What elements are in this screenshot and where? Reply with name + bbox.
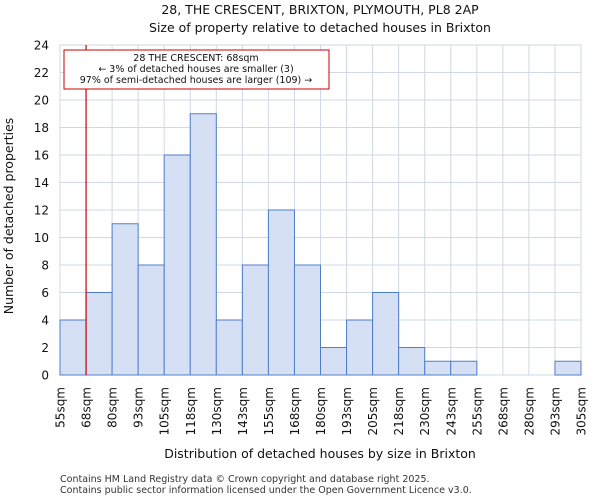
x-tick-label: 130sqm [210,387,224,435]
chart-subtitle: Size of property relative to detached ho… [149,20,491,35]
bars [59,113,582,376]
x-tick-labels: 55sqm 68sqm 80sqm 93sqm 105sqm 118sqm 130sqm 14… [54,387,589,435]
histogram-bar [346,319,374,376]
x-tick-label: 255sqm [470,387,484,435]
y-tick-label: 4 [41,314,49,328]
y-tick-label: 22 [34,66,49,80]
x-tick-label: 80sqm [106,387,120,428]
histogram-bar [267,209,295,376]
y-tick-label: 2 [41,341,49,355]
x-axis-label: Distribution of detached houses by size … [164,446,476,461]
histogram-bar [137,264,165,376]
y-axis-label: Number of detached properties [1,118,16,315]
annotation-line-3: 97% of semi-detached houses are larger (… [80,75,313,86]
histogram-bar [450,360,478,376]
histogram-bar [85,292,113,376]
x-tick-label: 218sqm [392,387,406,435]
x-tick-label: 205sqm [366,387,380,435]
chart-title: 28, THE CRESCENT, BRIXTON, PLYMOUTH, PL8… [161,2,479,17]
y-tick-label: 6 [41,286,49,300]
histogram-bar [189,113,217,376]
histogram-bar [59,319,87,376]
x-tick-label: 243sqm [444,387,458,435]
y-tick-label: 10 [34,231,49,245]
y-tick-label: 14 [34,176,49,190]
histogram-bar [554,360,582,376]
y-tick-label: 24 [34,39,49,53]
histogram-bar [163,154,191,376]
x-tick-label: 180sqm [314,387,328,435]
histogram-bar [293,264,322,376]
x-tick-label: 68sqm [80,387,94,428]
y-tick-label: 8 [41,259,49,273]
y-tick-label: 20 [34,94,49,108]
y-tick-label: 0 [41,369,49,383]
y-tick-label: 12 [34,204,49,218]
x-tick-label: 268sqm [496,387,510,435]
annotation-line-2: ← 3% of detached houses are smaller (3) [98,64,293,75]
x-tick-label: 155sqm [262,387,276,435]
x-tick-label: 118sqm [184,387,198,435]
x-tick-label: 230sqm [418,387,432,435]
histogram-bar [398,347,426,376]
y-tick-label: 16 [34,149,49,163]
x-tick-label: 168sqm [288,387,302,435]
x-tick-label: 55sqm [54,387,68,428]
histogram-bar [424,360,452,376]
histogram-bar [241,264,269,376]
x-tick-label: 105sqm [158,387,172,435]
histogram-bar [320,347,348,376]
x-tick-label: 143sqm [236,387,250,435]
x-tick-label: 280sqm [522,387,536,435]
annotation-border [63,49,330,90]
histogram-bar [111,223,139,376]
annotation-line-1: 28 THE CRESCENT: 68sqm [133,53,258,64]
x-tick-label: 193sqm [340,387,354,435]
footer-line-2: Contains public sector information licen… [60,485,472,496]
x-tick-label: 93sqm [132,387,146,428]
x-tick-label: 293sqm [548,387,562,435]
x-tick-label: 305sqm [575,387,589,435]
footer-line-1: Contains HM Land Registry data © Crown c… [60,474,430,485]
histogram-bar [215,319,243,376]
histogram-bar [372,292,400,376]
y-tick-label: 18 [34,121,49,135]
annotation-box: 28 THE CRESCENT: 68sqm ← 3% of detached … [63,49,330,90]
